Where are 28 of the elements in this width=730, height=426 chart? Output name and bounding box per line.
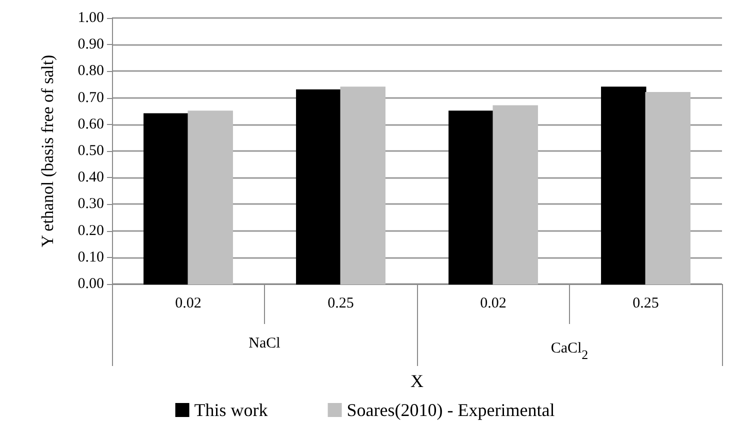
x-tick-label: 0.25: [632, 296, 659, 312]
bar: [448, 110, 494, 284]
x-tick-label: 0.25: [328, 296, 354, 312]
y-tick-label: 0.80: [78, 63, 104, 80]
bar: [645, 92, 690, 284]
x-axis-title: X: [410, 371, 424, 391]
x-tick-label: 0.02: [175, 296, 202, 312]
bar: [144, 113, 189, 284]
y-tick-label: 0.50: [78, 143, 104, 159]
legend-label: This work: [194, 400, 268, 420]
y-tick-label: 0.30: [78, 196, 104, 212]
y-axis-title: Y ethanol (basis free of salt): [38, 54, 57, 248]
y-tick-label: 0.60: [78, 116, 104, 132]
bar: [296, 89, 342, 284]
y-tick-label: 0.70: [78, 90, 104, 106]
y-tick-label: 0.90: [78, 36, 104, 53]
bar: [340, 86, 386, 284]
x-tick-label: 0.02: [480, 296, 506, 312]
bar: [188, 110, 233, 284]
y-tick-label: 0.10: [78, 249, 104, 266]
bar: [601, 86, 646, 284]
y-tick-label: 0.40: [78, 170, 104, 186]
y-tick-label: 1.00: [78, 10, 104, 26]
legend-label: Soares(2010) - Experimental: [346, 400, 555, 420]
text: NaCl: [248, 336, 280, 352]
y-tick-label: 0.00: [78, 276, 104, 292]
bar: [492, 105, 538, 284]
y-tick-label: 0.20: [78, 222, 104, 239]
